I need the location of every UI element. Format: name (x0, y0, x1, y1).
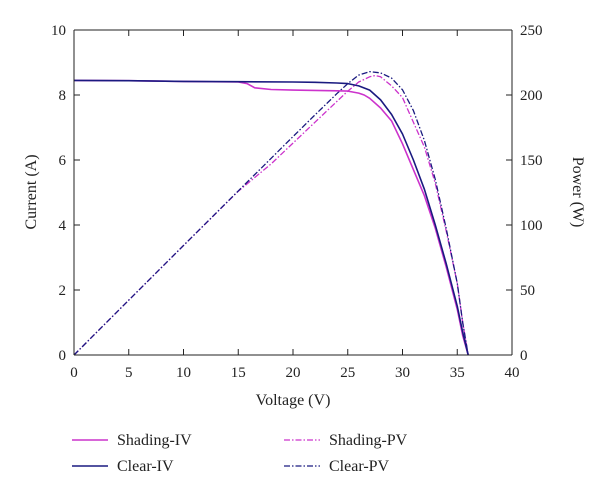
y-axis-title-left: Current (A) (23, 154, 40, 229)
series-line-clear-iv (73, 79, 469, 356)
x-tick-label: 30 (395, 365, 410, 381)
legend-item-shading-iv: Shading-IV (72, 432, 192, 449)
legend-item-clear-iv: Clear-IV (72, 458, 174, 475)
y-right-tick-label: 100 (520, 218, 543, 234)
x-tick-label: 40 (505, 365, 520, 381)
x-tick-label: 10 (176, 365, 191, 381)
y-left-tick-label: 6 (59, 153, 67, 169)
axes-layer (73, 29, 513, 356)
series-line-shading-pv (73, 74, 469, 356)
y-right-tick-label: 150 (520, 153, 543, 169)
x-tick-label: 35 (450, 365, 465, 381)
legend-label: Shading-IV (117, 432, 192, 449)
y-right-tick-label: 0 (520, 348, 528, 364)
legend-label: Clear-IV (117, 458, 174, 475)
y-left-tick-label: 4 (59, 218, 67, 234)
legend-label: Shading-PV (329, 432, 408, 449)
y-right-tick-label: 50 (520, 283, 535, 299)
y-left-tick-label: 10 (51, 23, 66, 39)
x-axis-title: Voltage (V) (256, 392, 331, 409)
y-axis-title-right: Power (W) (569, 157, 586, 228)
y-left-tick-label: 0 (59, 348, 67, 364)
y-right-tick-label: 250 (520, 23, 543, 39)
x-tick-label: 15 (231, 365, 246, 381)
legend-item-shading-pv: Shading-PV (284, 432, 408, 449)
series-line-shading-iv (73, 79, 469, 356)
x-tick-label: 20 (286, 365, 301, 381)
x-tick-label: 5 (125, 365, 133, 381)
legend-item-clear-pv: Clear-PV (284, 458, 390, 475)
y-left-tick-label: 2 (59, 283, 67, 299)
series-layer (73, 70, 469, 356)
x-tick-label: 0 (70, 365, 78, 381)
series-line-clear-pv (73, 70, 469, 356)
legend-label: Clear-PV (329, 458, 390, 475)
legend: Shading-IV Clear-IV Shading-PV Clear-PV (72, 432, 408, 475)
x-tick-label: 25 (340, 365, 355, 381)
y-right-tick-label: 200 (520, 88, 543, 104)
y-left-tick-label: 8 (59, 88, 67, 104)
